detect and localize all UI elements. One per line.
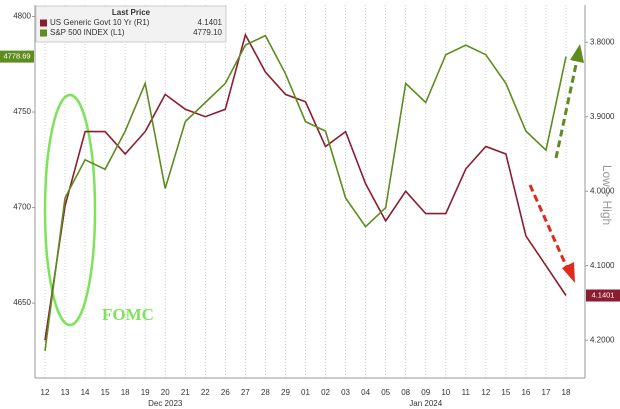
x-tick-label: 03 (341, 388, 350, 397)
x-tick-label: 10 (441, 388, 450, 397)
x-tick-label: 21 (181, 388, 190, 397)
legend-value: 4779.10 (193, 28, 222, 37)
y2-tick-label: 3.8000 (590, 37, 615, 46)
red-arrowhead (562, 262, 575, 283)
x-tick-label: 29 (281, 388, 290, 397)
x-tick-label: 19 (141, 388, 150, 397)
x-tick-label: 16 (521, 388, 530, 397)
month-label: Jan 2024 (409, 399, 442, 408)
x-tick-label: 05 (381, 388, 390, 397)
y-tick-label: 4800 (13, 12, 31, 21)
fomc-circle (43, 93, 97, 327)
y2-tick-label: 4.2000 (590, 335, 615, 344)
legend-label: S&P 500 INDEX (L1) (50, 28, 125, 37)
series-line (44, 34, 567, 352)
legend-swatch (40, 29, 47, 37)
x-tick-label: 01 (301, 388, 310, 397)
y2-tick-label: 3.9000 (590, 112, 615, 121)
x-tick-label: 04 (361, 388, 370, 397)
legend-value: 4.1401 (198, 18, 223, 27)
x-tick-label: 26 (221, 388, 230, 397)
legend: Last Price US Generic Govt 10 Yr (R1) 4.1… (35, 5, 227, 43)
x-tick-label: 11 (462, 388, 471, 397)
last-tag-label: 4778.69 (3, 52, 30, 61)
x-tick-label: 13 (61, 388, 70, 397)
legend-label: US Generic Govt 10 Yr (R1) (50, 18, 150, 27)
last-tag-label: 4.1401 (592, 290, 615, 299)
y2-label: Low > High (600, 165, 614, 225)
annotation: FOMC (102, 305, 154, 324)
y2-tick-label: 4.0000 (590, 186, 615, 195)
x-tick-label: 18 (562, 388, 571, 397)
x-tick-label: 22 (201, 388, 210, 397)
last-tag (586, 289, 620, 302)
x-tick-label: 17 (542, 388, 551, 397)
x-tick-label: 12 (41, 388, 50, 397)
series-line (44, 32, 567, 341)
y-tick-label: 4650 (13, 298, 31, 307)
legend-swatch (40, 19, 47, 27)
x-tick-label: 27 (241, 388, 250, 397)
last-tag (0, 50, 34, 63)
legend-title: Last Price (112, 8, 151, 17)
x-tick-label: 09 (421, 388, 430, 397)
green-arrow (554, 59, 579, 159)
legend-box (35, 5, 227, 43)
y-tick-label: 4700 (13, 203, 31, 212)
x-tick-label: 08 (401, 388, 410, 397)
x-tick-label: 28 (261, 388, 270, 397)
x-tick-label: 14 (81, 388, 90, 397)
x-tick-label: 15 (101, 388, 110, 397)
month-label: Dec 2023 (148, 399, 183, 408)
x-tick-label: 15 (501, 388, 510, 397)
y2-tick-label: 4.1000 (590, 261, 615, 270)
x-tick-label: 18 (121, 388, 130, 397)
red-arrow (528, 184, 570, 271)
x-tick-label: 02 (321, 388, 330, 397)
green-arrowhead (570, 44, 584, 63)
x-tick-label: 12 (481, 388, 490, 397)
y-tick-label: 4750 (13, 107, 31, 116)
x-tick-label: 20 (161, 388, 170, 397)
